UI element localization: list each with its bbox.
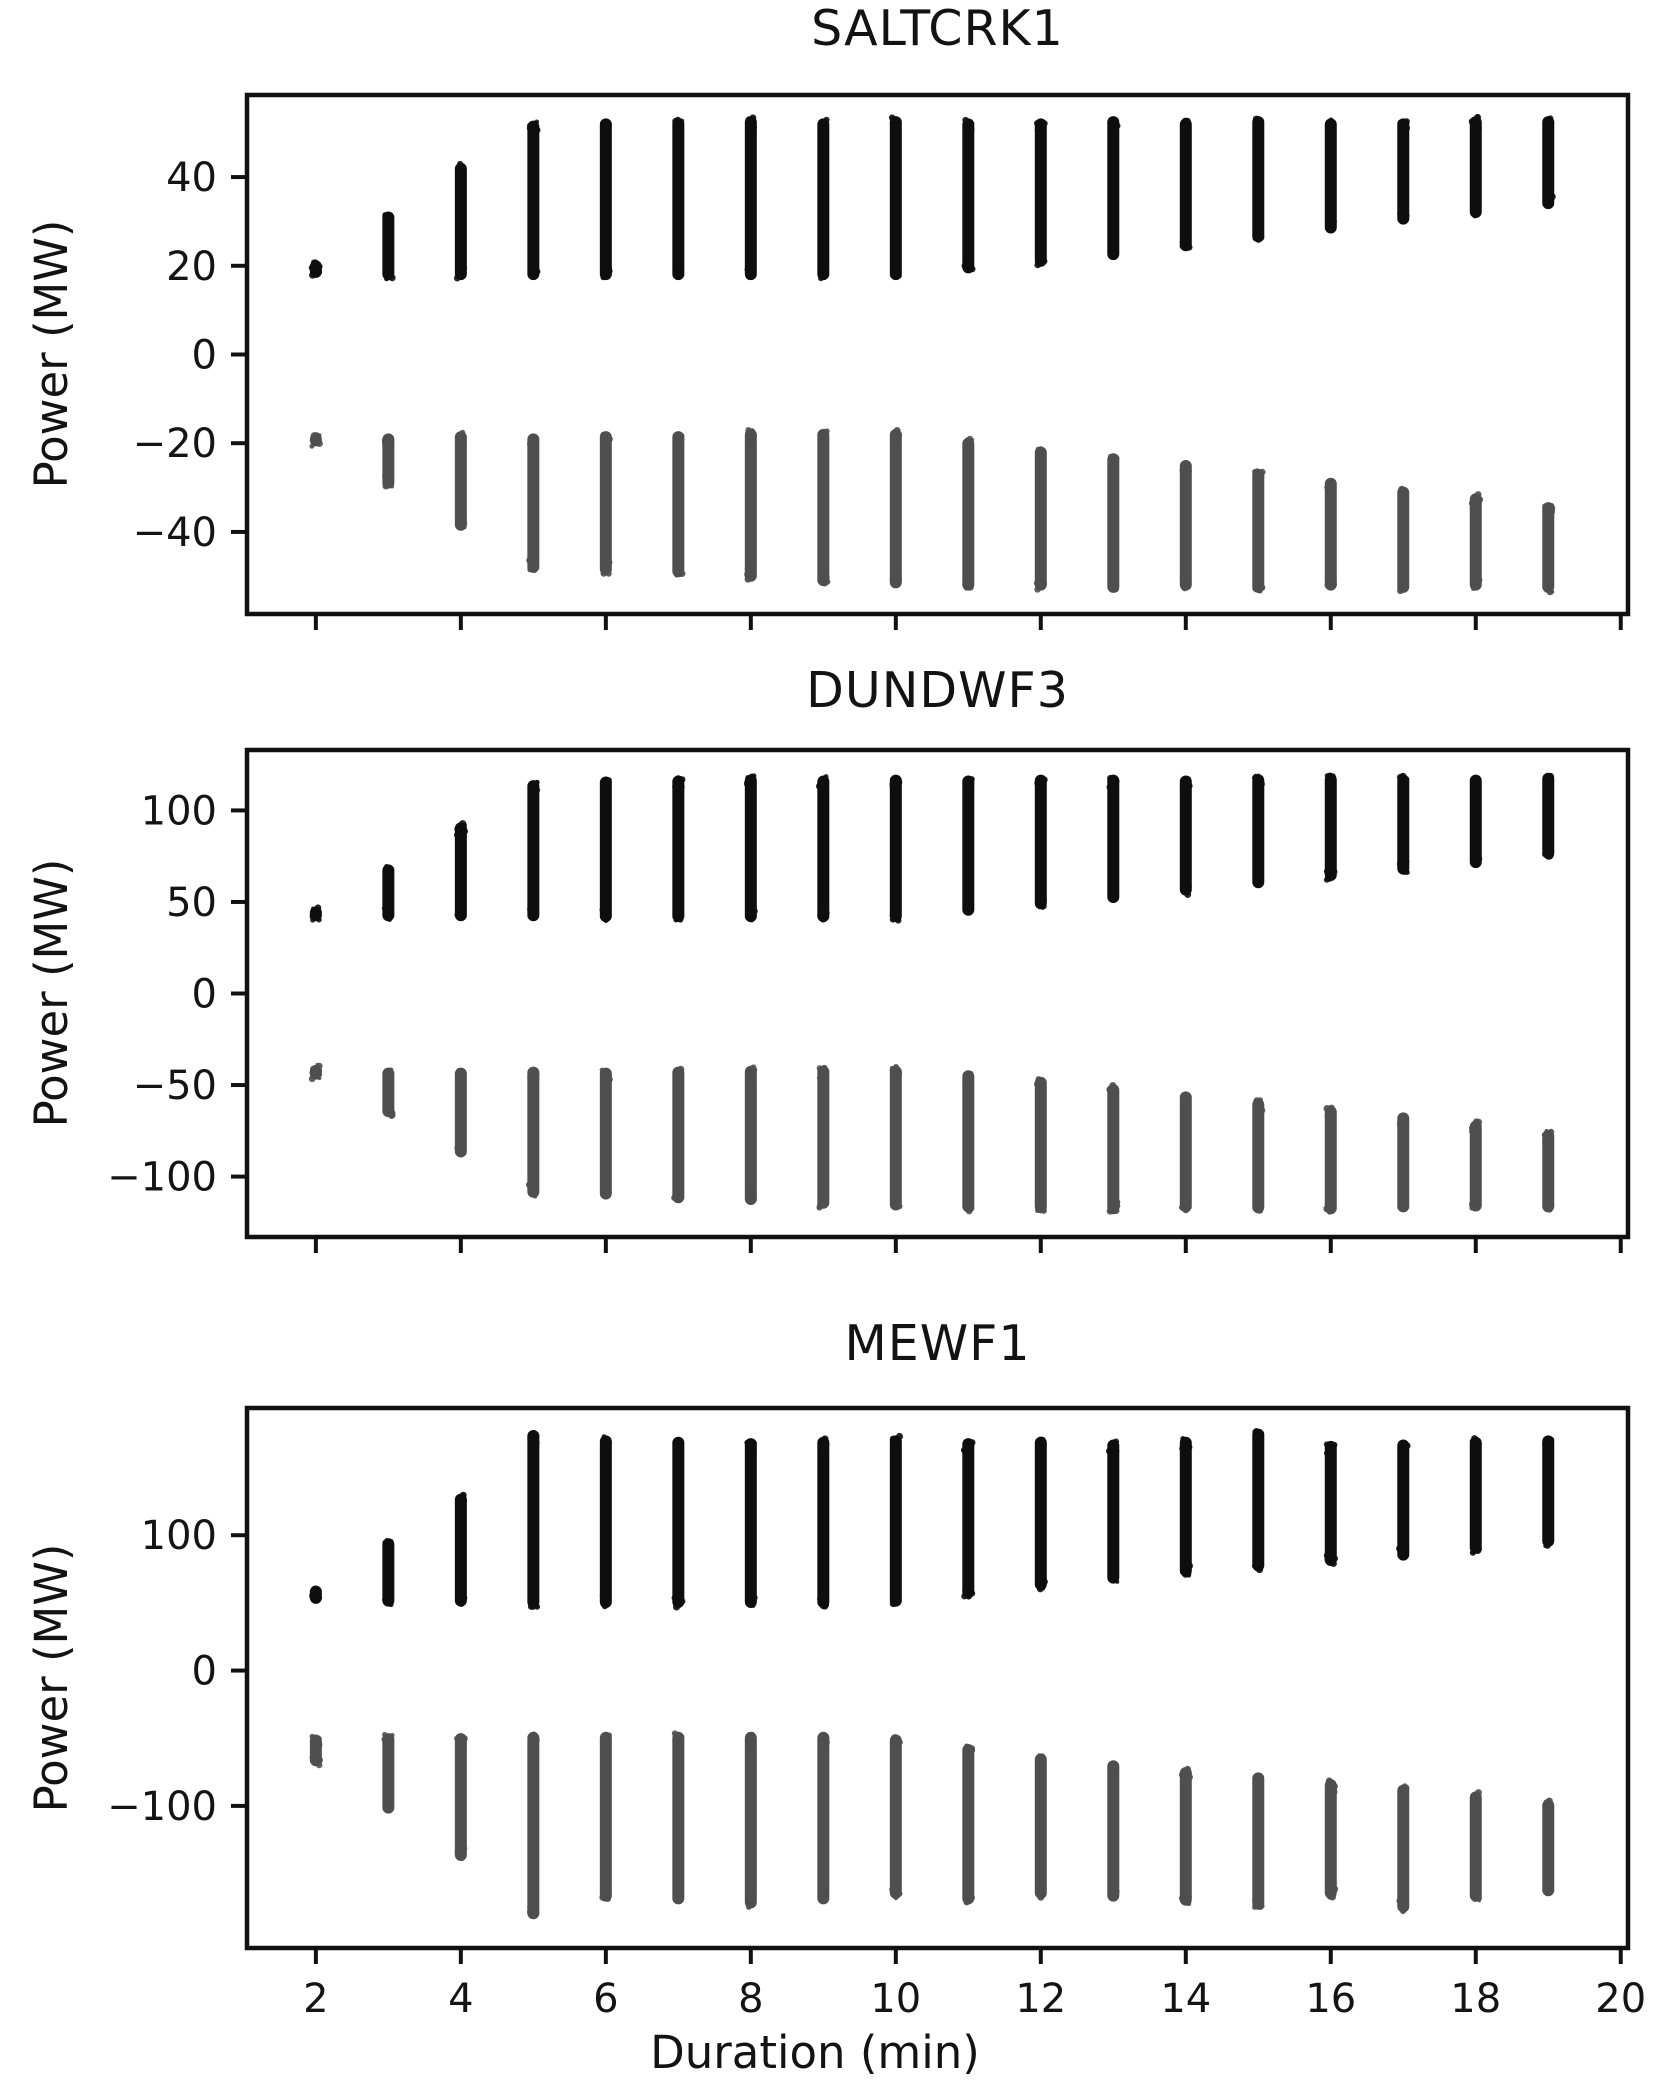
axes-box <box>244 747 1631 1240</box>
panel-title-saltcrk1: SALTCRK1 <box>811 0 1064 57</box>
axes-box <box>244 92 1631 617</box>
svg-text:50: 50 <box>166 880 217 926</box>
svg-text:−20: −20 <box>133 421 217 467</box>
svg-text:0: 0 <box>192 333 217 379</box>
panel-dundwf3: 100 50 0 −50 −100 <box>107 747 1631 1253</box>
panel-title-mewf1: MEWF1 <box>844 1315 1031 1372</box>
svg-text:100: 100 <box>141 1513 217 1559</box>
svg-text:−40: −40 <box>133 510 217 556</box>
positive-ramps-strips <box>309 1427 1555 1611</box>
svg-text:4: 4 <box>448 1976 473 2022</box>
svg-text:0: 0 <box>192 972 217 1018</box>
positive-ramps-strips <box>308 113 1556 282</box>
svg-text:8: 8 <box>738 1976 763 2022</box>
panel-mewf1: 100 0 −100 2 4 6 8 10 12 14 16 18 20 <box>107 1405 1646 2022</box>
y-tick-labels: 100 50 0 −50 −100 <box>107 788 217 1200</box>
negative-ramps-strips <box>309 1730 1555 1920</box>
svg-text:12: 12 <box>1015 1976 1066 2022</box>
svg-text:−50: −50 <box>133 1063 217 1109</box>
svg-text:0: 0 <box>192 1649 217 1695</box>
axes-box <box>244 1405 1631 1951</box>
y-tick-labels: 100 0 −100 <box>107 1513 217 1830</box>
svg-text:14: 14 <box>1160 1976 1211 2022</box>
svg-text:100: 100 <box>141 788 217 834</box>
tick-marks <box>231 808 1623 1253</box>
svg-text:16: 16 <box>1305 1976 1356 2022</box>
svg-text:40: 40 <box>166 155 217 201</box>
negative-ramps-strips <box>308 1062 1555 1215</box>
x-axis-label: Duration (min) <box>650 2026 980 2079</box>
svg-text:−100: −100 <box>107 1784 217 1830</box>
svg-text:18: 18 <box>1450 1976 1501 2022</box>
svg-text:6: 6 <box>593 1976 618 2022</box>
svg-text:2: 2 <box>303 1976 328 2022</box>
y-tick-labels: 40 20 0 −20 −40 <box>133 155 217 556</box>
x-tick-labels: 2 4 6 8 10 12 14 16 18 20 <box>303 1976 1646 2022</box>
svg-text:20: 20 <box>166 244 217 290</box>
negative-ramps-strips <box>309 426 1556 596</box>
svg-text:−100: −100 <box>107 1155 217 1201</box>
positive-ramps-strips <box>309 772 1555 924</box>
svg-text:20: 20 <box>1595 1976 1646 2022</box>
svg-text:10: 10 <box>870 1976 921 2022</box>
panel-title-dundwf3: DUNDWF3 <box>806 662 1069 719</box>
tick-marks <box>231 1533 1623 1964</box>
panel-saltcrk1: 40 20 0 −20 −40 <box>133 92 1631 630</box>
tick-marks <box>231 175 1623 630</box>
